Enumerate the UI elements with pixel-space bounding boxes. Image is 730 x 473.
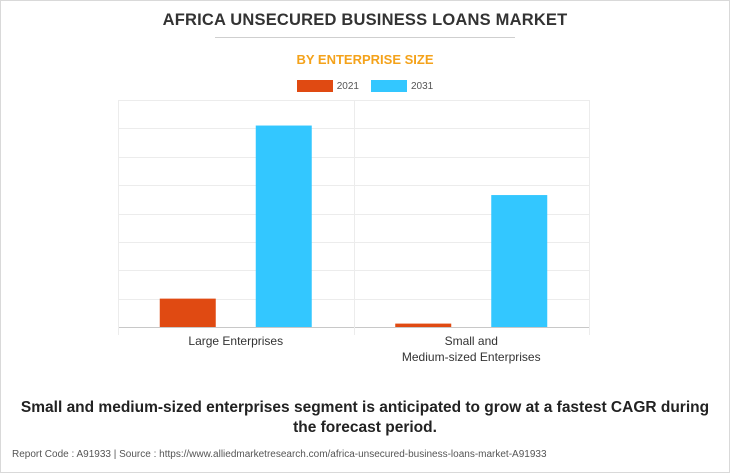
bars: [159, 125, 548, 327]
bar-2031-smes[interactable]: [491, 195, 548, 327]
x-tick-label: Large Enterprises: [188, 334, 283, 348]
legend-item-2021[interactable]: 2021: [296, 80, 359, 92]
legend-label-2021: 2021: [336, 80, 359, 92]
x-axis-labels: Large Enterprises Small and Medium-sized E…: [188, 334, 540, 364]
legend-label-2031: 2031: [411, 80, 434, 92]
legend-swatch-2021: [296, 80, 333, 92]
chart-subtitle: BY ENTERPRISE SIZE: [296, 52, 434, 67]
legend-item-2031[interactable]: 2031: [371, 80, 433, 92]
chart-title: AFRICA UNSECURED BUSINESS LOANS MARKET: [162, 11, 568, 29]
title-divider: [215, 37, 515, 38]
legend-swatch-2031: [371, 80, 407, 92]
bar-2021-smes[interactable]: [395, 323, 452, 327]
report-source: Report Code : A91933 | Source : https://…: [12, 449, 547, 460]
bar-2021-large-enterprises[interactable]: [159, 298, 216, 327]
x-tick-label: Small and: [445, 334, 498, 348]
chart-legend: 2021 2031: [0, 80, 730, 92]
x-tick-label: Medium-sized Enterprises: [402, 350, 541, 364]
bar-2031-large-enterprises[interactable]: [255, 125, 312, 327]
key-finding-statement: Small and medium-sized enterprises segme…: [20, 399, 710, 436]
